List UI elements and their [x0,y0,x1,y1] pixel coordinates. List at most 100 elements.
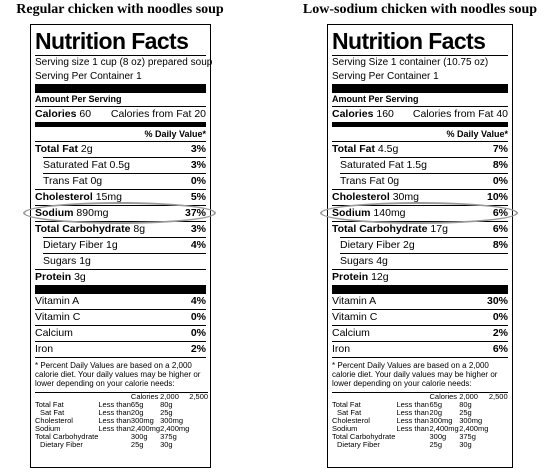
footer-cell: Less than [396,400,429,409]
footer-cell: 2,400mg [130,424,161,433]
nutrient-name: Total Carbohydrate [35,223,131,235]
nutrient-name: Protein [35,271,72,283]
vitamin-name: Calcium [332,327,370,339]
calories: Calories 160 [332,107,394,122]
footer-cell [396,441,429,449]
footer-cell: Less than [396,424,429,433]
nutrient-row: Protein 3g [35,269,206,285]
vitamin-dv: 4% [190,295,206,307]
footer-cell: 300mg [459,416,483,425]
footer-cell: 20g [130,408,144,417]
footer-cell: Less than [98,400,131,409]
footer-cell: 80g [459,400,472,409]
footer-cell: 30g [160,440,173,449]
medium-rule [332,122,508,127]
footer-row: Total Carbohydrate 300g 375g [332,433,508,441]
footer-cell: Sat Fat [337,408,362,417]
nutrient-dv: 4% [190,239,206,251]
footer-cell [396,433,429,441]
nutrient-dv: 6% [492,223,508,235]
nutrient: Protein 3g [35,270,86,285]
nutrient-amount: 1.5g [406,159,427,171]
nutrient: Dietary Fiber 1g [43,238,118,253]
nutrient: Sugars 4g [340,254,388,269]
footer-cell: Sat Fat [40,408,65,417]
nutrient-row: Sugars 4g [340,253,508,269]
nutrient-row: Cholesterol 15mg 5% [35,189,206,205]
nutrient: Sugars 1g [43,254,91,269]
footer-cell: 25g [160,408,173,417]
vitamin-name: Iron [35,343,54,355]
vitamin-row: Vitamin C 0% [332,309,508,325]
nutrient: Saturated Fat 0.5g [43,158,130,173]
footer-cell: Total Fat [332,400,361,409]
vitamin-dv: 0% [190,327,206,339]
vitamin-dv: 6% [492,343,508,355]
vitamin-dv: 0% [190,311,206,323]
footer-header-cell: 2,000 [459,392,478,401]
vitamin-dv: 30% [486,295,508,307]
footer-cell: Total Carbohydrate [35,432,99,441]
nutrient: Cholesterol 30mg [332,190,419,205]
highlight-oval [23,202,216,224]
nutrient-row: Dietary Fiber 2g 8% [340,237,508,253]
vitamin-name: Calcium [35,327,73,339]
nutrient-amount: 1g [106,239,118,251]
footer-row: Cholesterol Less than 300mg 300mg [35,417,208,425]
nutrient-amount: 2g [80,143,93,155]
vitamin-name: Iron [332,343,351,355]
fat-calories-value: 40 [496,108,508,120]
footer-header: Calories 2,000 2,500 [35,393,208,402]
nutrient-amount: 30mg [392,191,419,203]
nutrient-row: Total Fat 2g 3% [35,142,206,157]
footnote: * Percent Daily Values are based on a 2,… [35,357,206,392]
medium-rule [35,122,206,127]
footer-row: Total Fat Less than 65g 80g [35,401,208,409]
vitamin-dv: 2% [492,327,508,339]
footer-cell: 300g [429,432,447,441]
fat-calories-label: Calories from Fat [110,108,192,120]
nutrient-name: Total Carbohydrate [332,223,428,235]
nutrient-name: Sugars [43,255,77,267]
nutrient-dv: 3% [190,223,206,235]
nutrient-amount: 8g [133,223,146,235]
panel-heading: Low-sodium chicken with noodles soup [302,2,538,17]
serving-size: Serving Size 1 container (10.75 oz) [332,57,489,68]
nutrient-amount: 15mg [95,191,122,203]
footer-cell: Sodium [35,424,61,433]
footer-row: Total Fat Less than 65g 80g [332,401,508,409]
footer-header-cell: 2,000 [160,392,179,401]
nutrient: Total Fat 2g [35,142,93,157]
footer-cell [98,433,131,441]
footer-cell: 25g [130,440,144,449]
footer-header-cell: 2,500 [488,392,508,401]
nutrient-amount: 3g [74,271,86,283]
footer-table: Calories 2,000 2,500 Total Fat Less than 65g 8… [35,392,209,449]
footer-cell: Less than [98,408,131,417]
thick-rule [35,285,206,294]
calories: Calories 60 [35,107,91,122]
vitamin-row: Iron 6% [332,341,508,357]
nutrient: Trans Fat 0g [340,174,399,189]
nutrient-amount: 4.5g [377,143,399,155]
label-title: Nutrition Facts [332,27,508,56]
vitamin-name: Vitamin A [332,295,377,307]
calories-label: Calories [35,108,77,120]
vitamin-row: Calcium 2% [332,325,508,341]
vitamin-row: Vitamin A 30% [332,294,508,309]
daily-value-header: % Daily Value* [35,127,206,142]
footer-row: Cholesterol Less than 300mg 300mg [332,417,508,425]
footer-cell: 300mg [130,416,154,425]
nutrient-dv: 0% [492,175,508,187]
fat-calories-label: Calories from Fat [412,108,494,120]
nutrient-dv: 7% [492,143,508,155]
footer-header-cell: Calories [130,392,159,401]
thick-rule [332,285,508,294]
footer-row: Sodium Less than 2,400mg 2,400mg [332,425,508,433]
nutrient-amount: 1g [79,255,91,267]
panel-heading: Regular chicken with noodles soup [16,2,224,17]
vitamin-name: Vitamin C [332,311,378,323]
nutrient: Trans Fat 0g [43,174,102,189]
fat-calories: Calories from Fat 20 [111,107,206,122]
vitamin-dv: 2% [190,343,206,355]
